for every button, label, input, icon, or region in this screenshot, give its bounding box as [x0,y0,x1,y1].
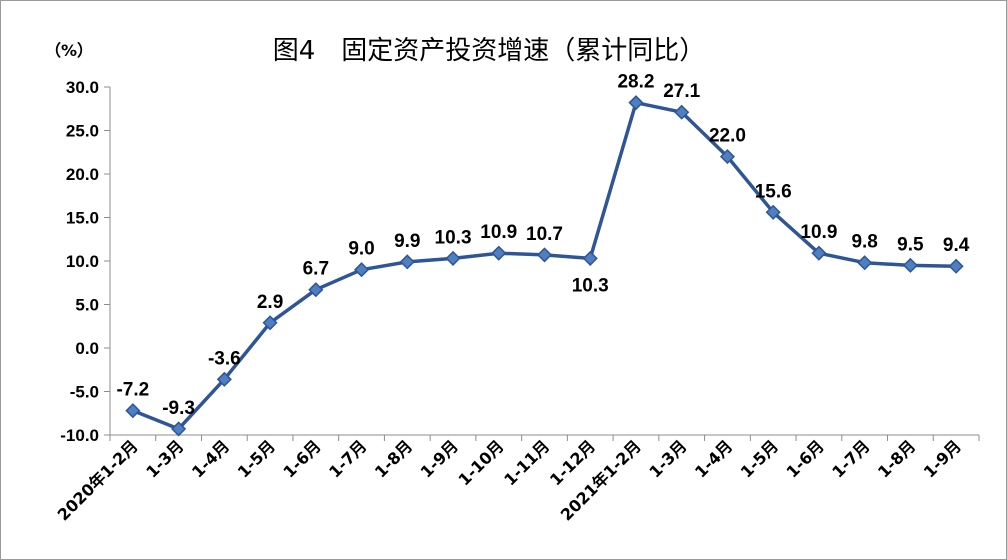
data-point-marker [125,403,141,419]
y-axis-unit: （%） [45,41,93,60]
data-label: 10.9 [800,222,837,243]
chart-title: 图4 固定资产投资增速（累计同比） [273,36,706,66]
y-tick-label: 15.0 [66,209,99,228]
data-point-marker [308,282,324,298]
x-tick-label: 1-3月 [142,436,187,481]
data-label: 6.7 [303,259,329,280]
x-tick-label: 2020年1-2月 [54,436,142,524]
data-point-marker [262,315,278,331]
data-label: 9.8 [851,232,877,253]
data-label: 9.9 [394,231,420,252]
x-tick-label: 1-8月 [874,436,919,481]
x-tick-label: 1-6月 [279,436,324,481]
x-tick-label: 1-10月 [455,436,508,489]
data-label: 10.7 [526,224,563,245]
x-tick-label: 1-11月 [500,436,553,489]
data-label: -3.6 [208,348,241,369]
x-tick-label: 1-9月 [920,436,965,481]
y-tick-label: 0.0 [75,339,99,358]
x-tick-label: 2021年1-2月 [557,436,645,524]
data-point-marker [582,250,598,266]
data-point-marker [765,204,781,220]
x-tick-label: 1-4月 [691,436,736,481]
x-tick-label: 1-8月 [371,436,416,481]
x-tick-label: 1-3月 [645,436,690,481]
y-tick-label: 10.0 [66,252,99,271]
data-label: 10.3 [435,227,472,248]
x-tick-label: 1-5月 [737,436,782,481]
x-tick-label: 1-7月 [325,436,370,481]
x-tick-label: 1-7月 [828,436,873,481]
data-point-marker [171,421,187,437]
series-fixed-asset-investment [125,95,964,437]
y-tick-label: -10.0 [60,426,99,445]
data-point-marker [445,250,461,266]
x-tick-label: 1-5月 [234,436,279,481]
data-point-marker [811,245,827,261]
data-label: 9.4 [943,235,970,256]
data-point-marker [536,247,553,263]
data-label: 28.2 [617,72,654,93]
data-label: -9.3 [162,398,195,419]
data-label: 2.9 [257,292,283,313]
data-point-marker [674,104,690,120]
y-axis: 30.0 25.0 20.0 15.0 10.0 5.0 0.0 -5.0 -10.0 [60,78,111,445]
x-axis: 2020年1-2月 1-3月 1-4月 1-5月 1-6月 1-7月 1-8月 1-9月1-1… [54,434,980,524]
y-tick-label: 25.0 [66,122,99,141]
data-label: 15.6 [755,181,792,202]
x-tick-label: 1-4月 [188,436,233,481]
data-label: 9.5 [897,234,924,255]
x-tick-label: 1-6月 [783,436,828,481]
data-point-marker [902,257,918,273]
data-point-marker [353,262,370,278]
data-point-marker [948,258,964,274]
y-tick-label: 20.0 [66,165,99,184]
data-label: -7.2 [116,380,149,401]
data-label: 22.0 [709,126,746,147]
data-label: 10.3 [572,275,609,296]
y-tick-label: 5.0 [75,296,99,315]
data-point-marker [216,371,232,387]
data-label: 27.1 [663,81,700,102]
y-tick-label: -5.0 [70,383,99,402]
data-point-marker [719,149,736,165]
series-line [132,100,957,431]
data-point-marker [491,245,507,261]
data-point-marker [399,254,415,270]
data-label: 10.9 [480,222,517,243]
data-label: 9.0 [348,239,374,260]
data-point-marker [628,95,644,111]
y-tick-label: 30.0 [66,78,99,97]
data-labels: -7.2 -9.3 -3.6 2.9 6.7 9.0 9.9 10.3 10.9 10.7 10.3… [116,72,969,419]
data-point-marker [857,255,873,271]
